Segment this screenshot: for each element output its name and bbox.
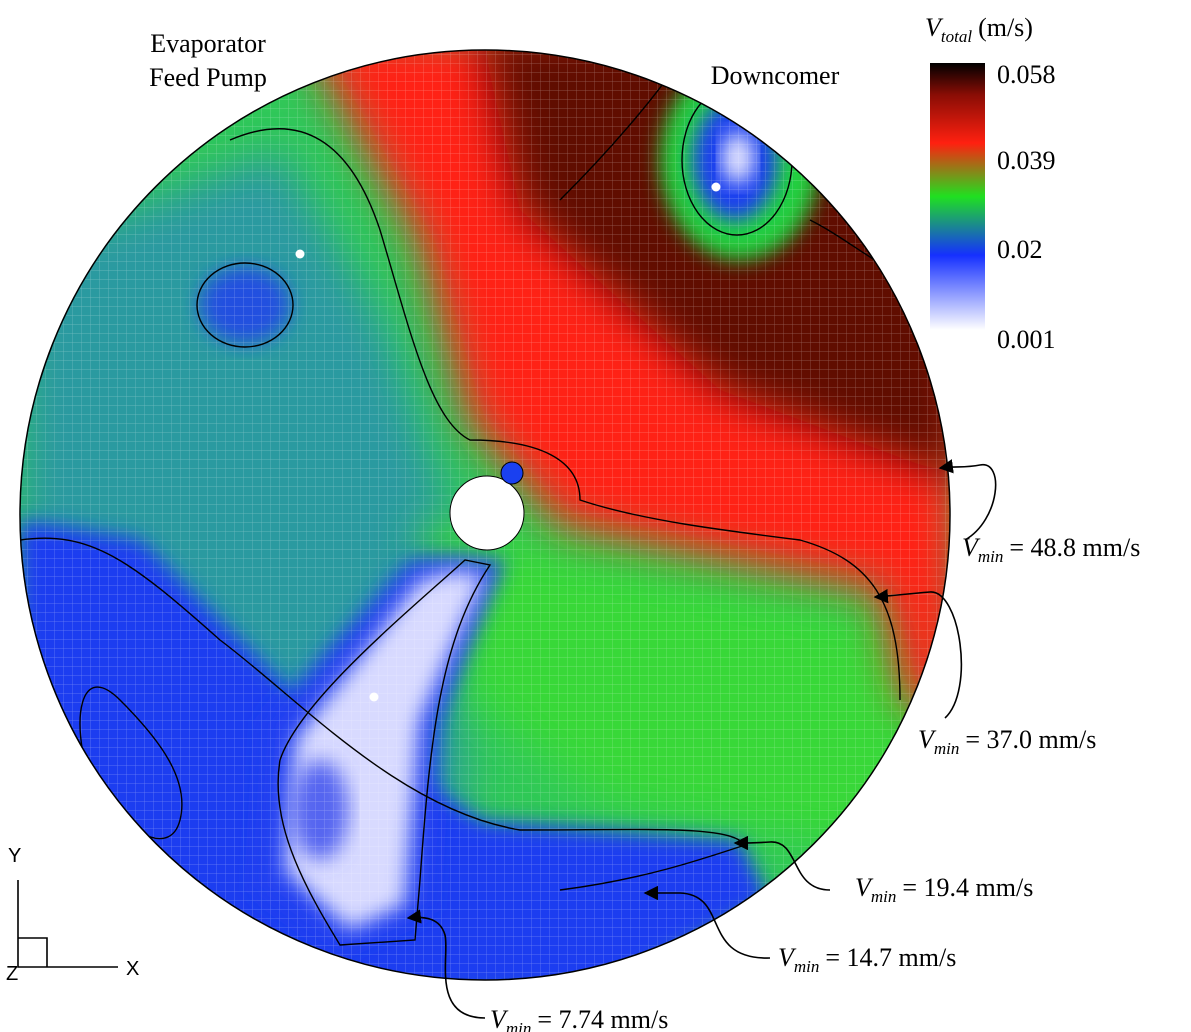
subscript: total bbox=[941, 27, 972, 46]
colorbar-tick: 0.001 bbox=[997, 325, 1056, 354]
annotation-subscript: min bbox=[871, 887, 897, 906]
axis-triad: Y X Z bbox=[6, 845, 139, 985]
annotation-arrows bbox=[406, 459, 997, 1019]
annotation: Vmin = 19.4 mm/s bbox=[855, 873, 1033, 906]
colorbar: Vtotal (m/s) 0.058 0.039 0.02 0.001 bbox=[925, 13, 1056, 354]
annotation-text: = 19.4 mm/s bbox=[902, 873, 1033, 902]
axis-label: Y bbox=[8, 845, 21, 867]
annotation-text: = 7.74 mm/s bbox=[537, 1005, 668, 1032]
contour-field bbox=[20, 50, 950, 980]
annotation: Vmin = 37.0 mm/s bbox=[918, 725, 1096, 758]
annotation-text: = 37.0 mm/s bbox=[965, 725, 1096, 754]
annotation-text: = 48.8 mm/s bbox=[1009, 533, 1140, 562]
annotations: Vmin = 48.8 mm/s Vmin = 37.0 mm/s Vmin = 19.4… bbox=[490, 533, 1140, 1032]
unit: (m/s) bbox=[978, 13, 1033, 42]
annotation-symbol: V bbox=[855, 873, 874, 902]
annotation-symbol: V bbox=[490, 1005, 509, 1032]
annotation-subscript: min bbox=[934, 739, 960, 758]
annotation-subscript: min bbox=[506, 1019, 532, 1032]
pump-label: Evaporator bbox=[150, 29, 266, 58]
annotation-subscript: min bbox=[978, 547, 1004, 566]
annotation-symbol: V bbox=[778, 943, 797, 972]
domain-outline bbox=[19, 49, 951, 981]
axis-label: X bbox=[126, 958, 139, 980]
colorbar-scale bbox=[930, 63, 985, 330]
colorbar-title: Vtotal (m/s) bbox=[925, 13, 1033, 46]
annotation: Vmin = 14.7 mm/s bbox=[778, 943, 956, 976]
symbol: V bbox=[925, 13, 944, 42]
annotation: Vmin = 48.8 mm/s bbox=[962, 533, 1140, 566]
annotation-symbol: V bbox=[918, 725, 937, 754]
axis-label: Z bbox=[6, 963, 18, 985]
pump-label: Feed Pump bbox=[149, 63, 267, 92]
annotation-symbol: V bbox=[962, 533, 981, 562]
annotation-text: = 14.7 mm/s bbox=[825, 943, 956, 972]
colorbar-tick: 0.02 bbox=[997, 235, 1043, 264]
annotation-subscript: min bbox=[794, 957, 820, 976]
colorbar-tick: 0.039 bbox=[997, 146, 1056, 175]
colorbar-tick: 0.058 bbox=[997, 60, 1056, 89]
downcomer-label: Downcomer bbox=[711, 61, 840, 90]
annotation: Vmin = 7.74 mm/s bbox=[490, 1005, 668, 1032]
